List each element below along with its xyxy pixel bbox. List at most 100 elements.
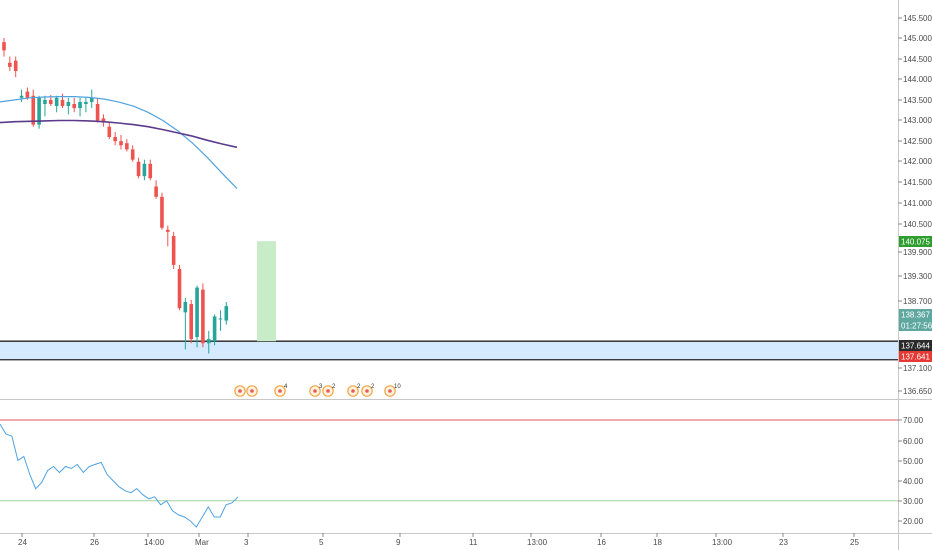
event-dot [238, 389, 242, 393]
zone-top-price-tag-bg [899, 340, 932, 351]
price-axis-tick-label: 144.000 [903, 75, 932, 84]
candle-body [171, 236, 176, 265]
rsi-axis-tick-label: 70.00 [903, 416, 924, 425]
event-marker[interactable] [246, 385, 258, 397]
event-marker[interactable]: 4 [274, 384, 288, 397]
candle-body [2, 42, 6, 51]
candle-body [177, 269, 182, 309]
rsi-line [0, 423, 239, 528]
candle [101, 114, 106, 127]
candle [142, 159, 147, 181]
candle-body [31, 95, 36, 125]
target-price-tag: 140.075 [899, 236, 932, 247]
candle-body [113, 137, 117, 142]
price-axis-tick-label: 138.700 [903, 297, 932, 306]
candle-body [224, 306, 229, 321]
price-pane[interactable]: 4 3 2 2 2 10 [0, 38, 898, 397]
zone-bottom-price-tag-bg [899, 351, 932, 362]
candle-body [125, 143, 129, 150]
rsi-axis-tick-label: 50.00 [903, 457, 924, 466]
price-axis-tick-label: 139.300 [903, 272, 932, 281]
candle [218, 310, 223, 331]
candle-body [78, 101, 82, 109]
candle-body [212, 316, 217, 342]
event-marker[interactable]: 2 [322, 384, 336, 397]
price-axis-tick-label: 145.000 [903, 34, 932, 43]
candle-body [142, 163, 147, 177]
event-marker[interactable]: 2 [347, 384, 361, 397]
rsi-pane[interactable] [0, 419, 898, 528]
price-axis-tick-label: 140.500 [903, 220, 932, 229]
price-axis-tick-label: 143.500 [903, 96, 932, 105]
price-axis-tick-label: 142.000 [903, 157, 932, 166]
time-axis-tick-label: 18 [653, 538, 662, 547]
rsi-axis-tick-label: 60.00 [903, 437, 924, 446]
event-dot [250, 389, 254, 393]
candle [66, 97, 71, 115]
candle [171, 231, 176, 269]
time-axis-tick-label: 16 [597, 538, 606, 547]
price-axis-tick-label: 141.000 [903, 199, 932, 208]
time-axis-tick-label: Mar [195, 538, 209, 547]
candle-body [101, 118, 106, 123]
event-marker[interactable]: 3 [309, 384, 323, 397]
candle [148, 159, 153, 181]
time-axis-tick-label: 13:00 [712, 538, 733, 547]
last-price-tag-bg [899, 309, 932, 320]
countdown-tag-bg [899, 320, 932, 331]
time-axis-tick-label: 23 [779, 538, 788, 547]
candle [201, 283, 205, 348]
price-axis-tick-label: 141.500 [903, 178, 932, 187]
event-count: 3 [319, 384, 323, 390]
event-markers[interactable]: 4 3 2 2 2 10 [234, 384, 402, 397]
time-axis-tick-label: 24 [18, 538, 27, 547]
candle-body [107, 126, 112, 137]
candle [136, 157, 141, 179]
candle-body [148, 163, 153, 179]
candle [119, 134, 123, 150]
ma-slow-line [0, 119, 238, 149]
candle-body [195, 287, 199, 338]
candle [84, 97, 88, 113]
price-axis-tick-label: 143.000 [903, 116, 932, 125]
time-axis-tick-label: 11 [469, 538, 478, 547]
time-axis-tick-label: 25 [850, 538, 859, 547]
price-axis-tick-label: 136.650 [903, 387, 932, 396]
zone-top-price-tag-text: 137.644 [901, 342, 930, 351]
candles [2, 38, 229, 354]
time-axis-tick-label: 3 [244, 538, 249, 547]
event-marker[interactable]: 2 [361, 384, 375, 397]
time-axis-tick-label: 14:00 [144, 538, 165, 547]
event-marker[interactable] [234, 385, 246, 397]
candle [189, 299, 193, 344]
time-axis-tick-label: 26 [90, 538, 99, 547]
countdown-tag: 01:27:56 [899, 320, 932, 331]
zone-top-price-tag: 137.644 [899, 340, 932, 351]
time-axis-tick-label: 9 [396, 538, 401, 547]
rsi-axis-tick-label: 40.00 [903, 477, 924, 486]
ma-fast-line [0, 96, 238, 190]
candle-body [60, 99, 65, 107]
event-marker[interactable]: 10 [384, 384, 402, 397]
candle-body [66, 101, 71, 107]
candle [154, 180, 158, 199]
candle [13, 56, 18, 78]
price-axis-tick-label: 145.500 [903, 14, 932, 23]
candle-body [84, 101, 88, 104]
event-dot [351, 389, 355, 393]
candle [130, 145, 135, 162]
target-box [257, 241, 276, 342]
time-axis[interactable]: 24 26 14:00 Mar 3 5 9 11 13:00 16 18 13:00 23 25 [18, 533, 859, 547]
rsi-axis-tick-label: 20.00 [903, 517, 924, 526]
candle [95, 97, 100, 123]
candle-body [130, 149, 135, 160]
candle-body [183, 302, 188, 313]
price-axis[interactable]: 145.500 145.000 144.500 144.000 143.500 143.0… [898, 14, 932, 396]
candle [113, 132, 117, 146]
candle [2, 38, 6, 57]
rsi-axis[interactable]: 70.00 60.00 50.00 40.00 30.00 20.00 [898, 416, 924, 526]
candle [125, 139, 129, 152]
time-axis-tick-label: 13:00 [527, 538, 548, 547]
